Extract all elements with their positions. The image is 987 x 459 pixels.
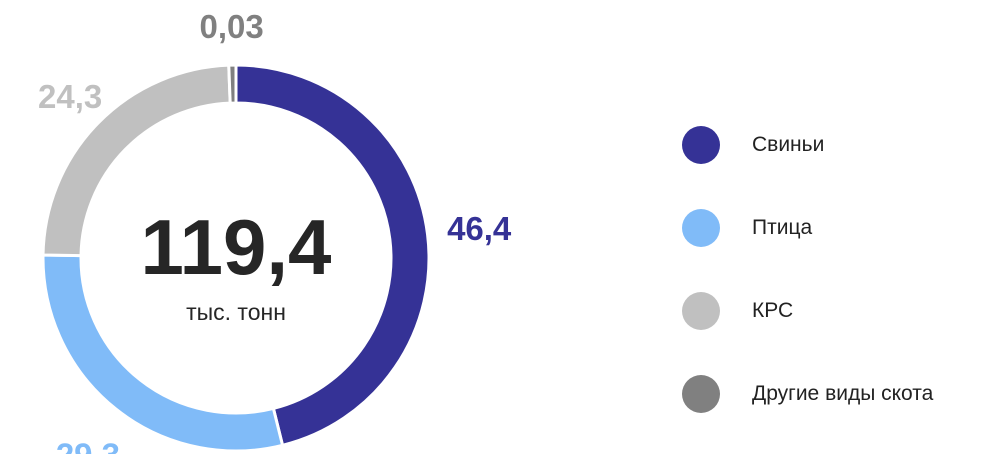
legend-label-other-livestock: Другие виды скота [752, 382, 934, 405]
legend-label-pigs: Свиньи [752, 133, 825, 156]
legend-swatch-other-livestock [682, 375, 720, 413]
legend-swatch-pigs [682, 126, 720, 164]
legend-item-pigs: Свиньи [682, 118, 982, 172]
data-label-poultry: 29.3 [56, 436, 120, 454]
chart-legend: Свиньи Птица КРС Другие виды скота [682, 118, 982, 450]
legend-swatch-poultry [682, 209, 720, 247]
data-label-other-livestock: 0,03 [200, 8, 264, 45]
center-total-value: 119,4 [141, 203, 332, 291]
data-label-pigs: 46,4 [447, 210, 512, 247]
legend-item-poultry: Птица [682, 201, 982, 255]
legend-item-cattle: КРС [682, 284, 982, 338]
legend-label-cattle: КРС [752, 299, 794, 322]
legend-swatch-cattle [682, 292, 720, 330]
data-label-cattle: 24,3 [38, 78, 102, 115]
slice-pigs [234, 63, 431, 448]
legend-label-poultry: Птица [752, 216, 813, 239]
slice-other-livestock [227, 63, 238, 105]
center-total-unit: тыс. тонн [186, 299, 286, 325]
legend-item-other-livestock: Другие виды скота [682, 367, 982, 421]
